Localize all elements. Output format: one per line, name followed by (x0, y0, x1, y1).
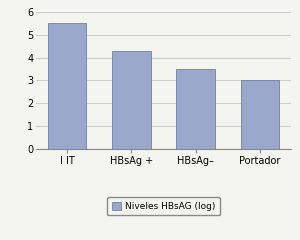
Bar (48, 23, 86, 149)
Bar (112, 51, 151, 149)
Legend: Niveles HBsAG (log): Niveles HBsAG (log) (107, 197, 220, 216)
Bar (241, 80, 279, 149)
Bar (176, 69, 215, 149)
